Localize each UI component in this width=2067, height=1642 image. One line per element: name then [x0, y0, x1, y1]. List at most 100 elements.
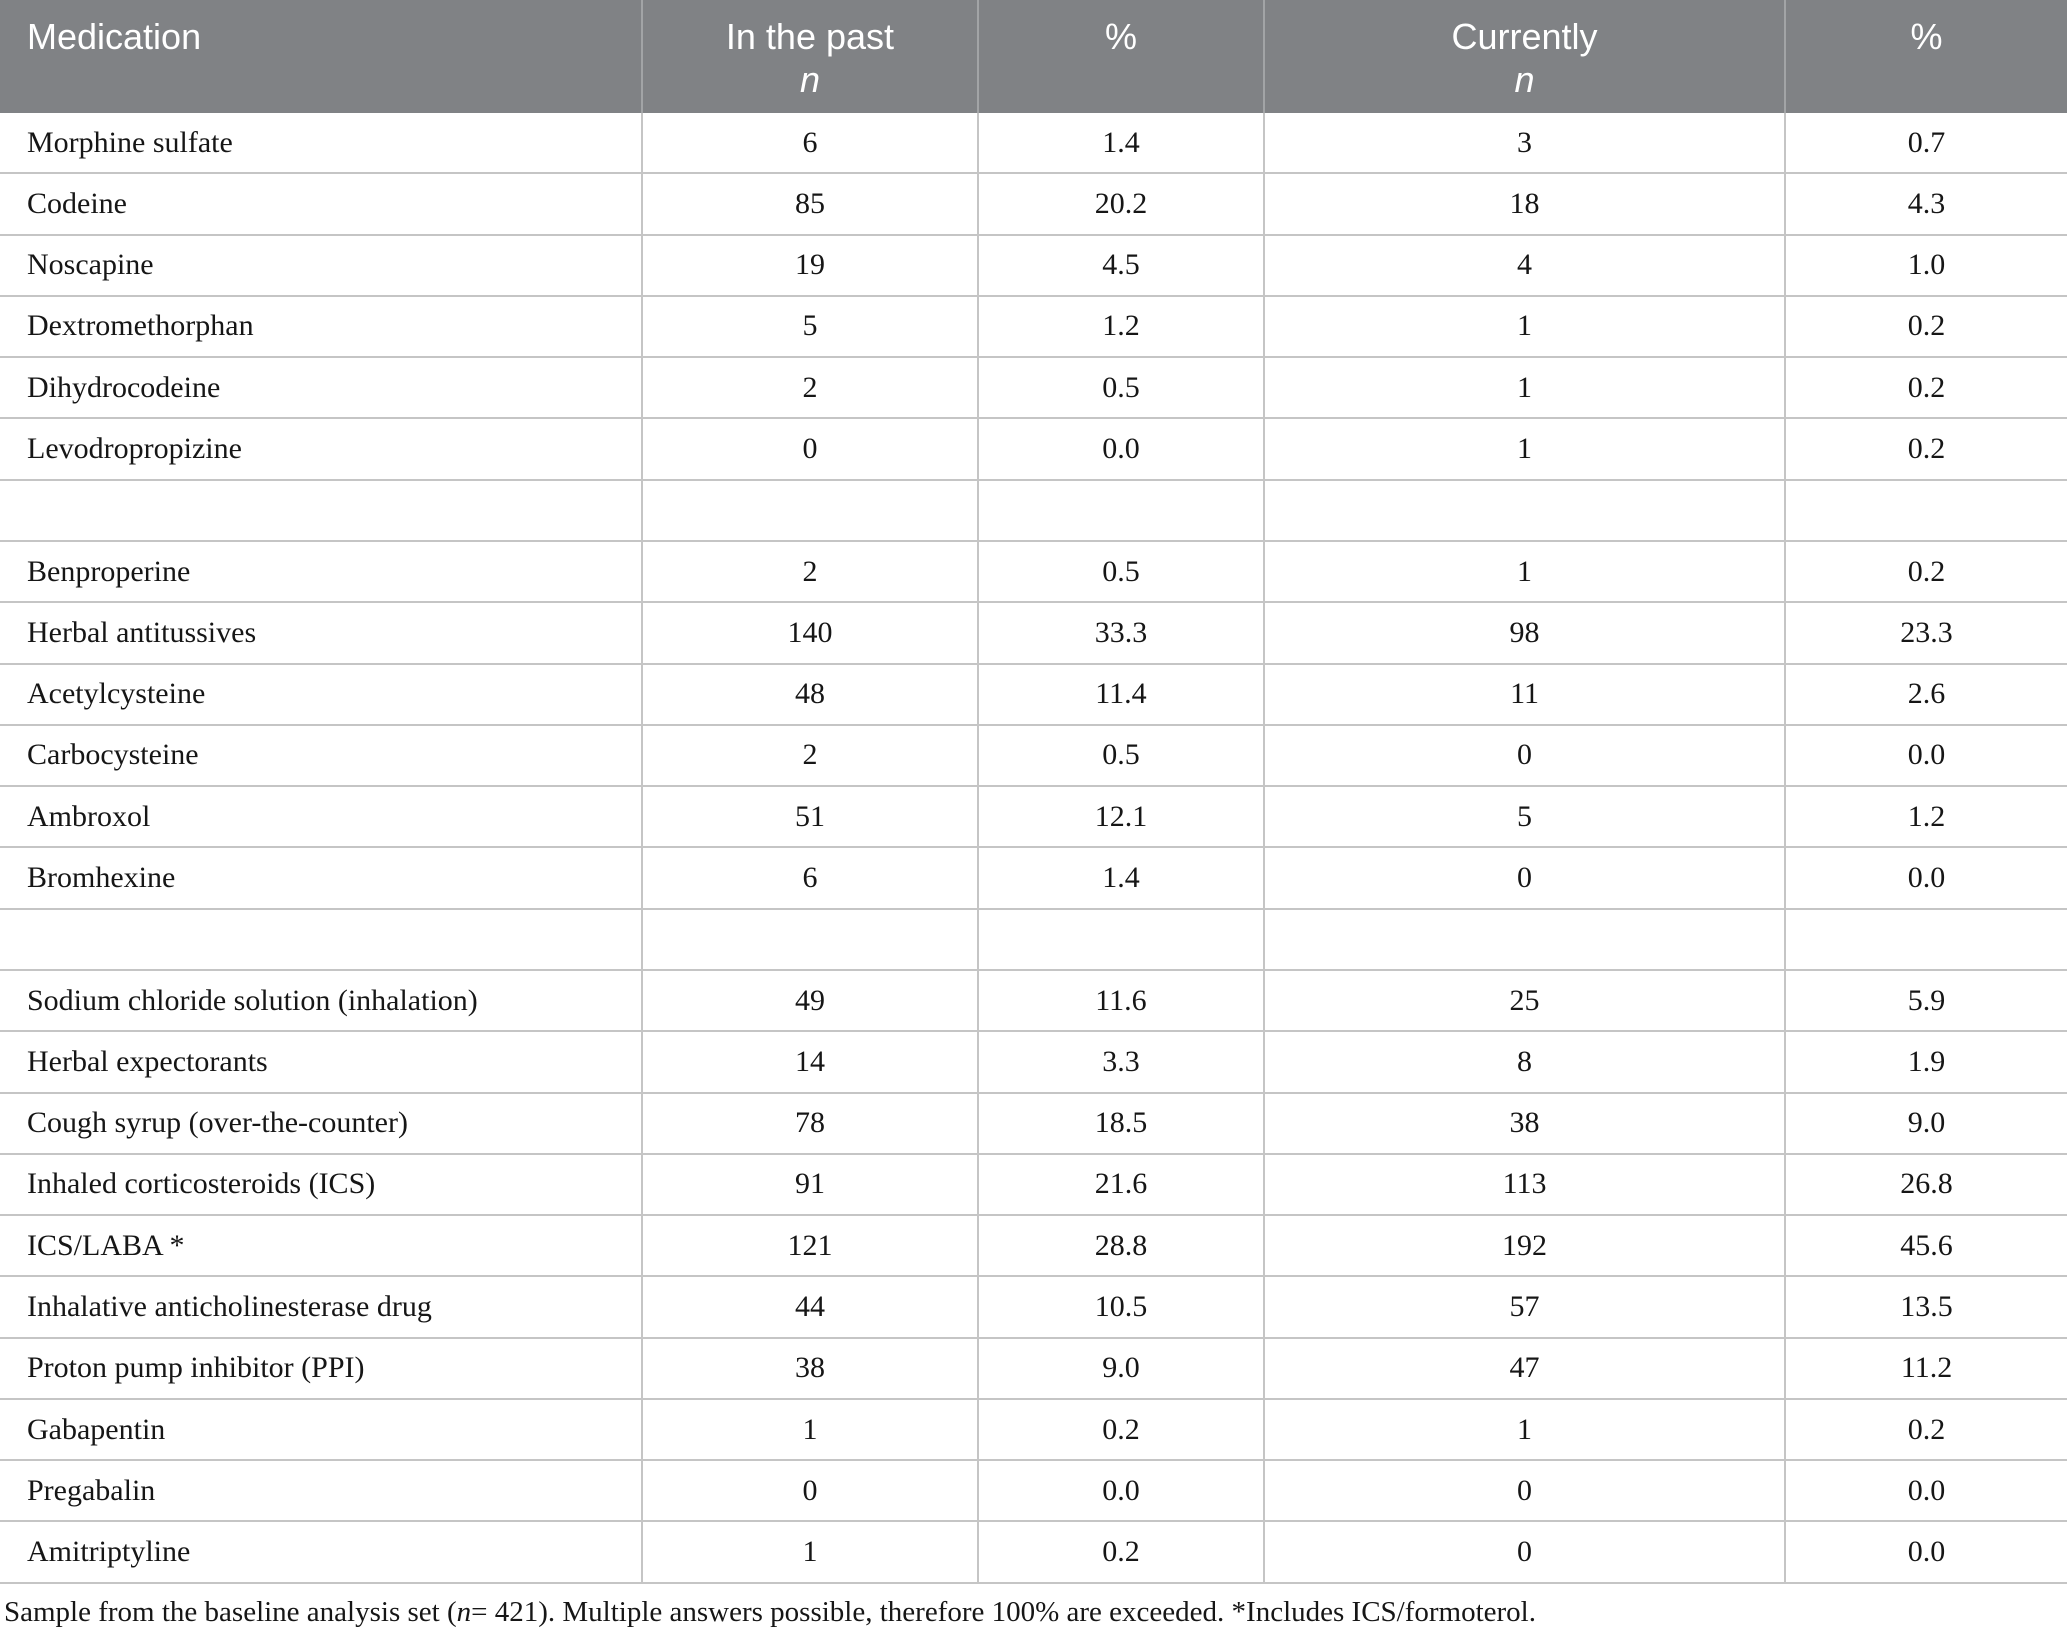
header-past-percent: % [976, 0, 1263, 113]
current-percent-cell: 0.2 [1784, 419, 2067, 479]
table-row: Sodium chloride solution (inhalation) 49… [0, 970, 2067, 1033]
header-medication-label: Medication [27, 16, 202, 57]
medication-name-cell: Codeine [27, 186, 127, 220]
medication-name-cell: Noscapine [27, 248, 154, 282]
current-n-cell: 0 [1263, 725, 1784, 786]
header-past-percent-label: % [1104, 16, 1137, 57]
table-row: Morphine sulfate 6 1.4 3 0.7 [0, 113, 2067, 175]
past-percent-cell: 21.6 [976, 1154, 1263, 1215]
current-n-cell: 25 [1263, 970, 1784, 1031]
past-n-cell: 85 [640, 174, 977, 234]
current-percent-cell: 1.2 [1784, 787, 2067, 847]
medication-name-cell: Cough syrup (over-the-counter) [27, 1106, 408, 1140]
past-n-cell: 48 [640, 664, 977, 724]
current-percent-cell: 0.0 [1784, 725, 2067, 786]
table-row: Noscapine 19 4.5 4 1.0 [0, 235, 2067, 297]
past-n-cell: 14 [640, 1032, 977, 1092]
past-n-cell: 91 [640, 1154, 977, 1215]
medication-name-cell: Proton pump inhibitor (PPI) [27, 1351, 365, 1385]
medication-name-cell [0, 910, 641, 969]
medication-name-cell: Amitriptyline [27, 1535, 191, 1569]
header-current-percent: % [1784, 0, 2067, 113]
past-n-cell: 44 [640, 1277, 977, 1337]
current-percent-cell: 4.3 [1784, 174, 2067, 234]
table-row: ICS/LABA * 121 28.8 192 45.6 [0, 1216, 2067, 1278]
current-percent-cell: 0.0 [1784, 1461, 2067, 1521]
header-in-the-past-label: In the past [725, 16, 895, 57]
past-n-cell: 38 [640, 1338, 977, 1398]
current-n-cell: 1 [1263, 1399, 1784, 1460]
current-percent-cell: 0.0 [1784, 1522, 2067, 1582]
current-percent-cell: 45.6 [1784, 1216, 2067, 1276]
table-row: Carbocysteine 2 0.5 0 0.0 [0, 725, 2067, 788]
past-n-cell: 19 [640, 235, 977, 295]
current-percent-cell: 0.2 [1784, 1399, 2067, 1460]
table-row: Bromhexine 6 1.4 0 0.0 [0, 848, 2067, 910]
past-n-cell: 0 [640, 1461, 977, 1521]
current-n-cell: 1 [1263, 541, 1784, 602]
footnote-text-1: Sample from the baseline analysis set ( [4, 1596, 457, 1629]
medication-name-cell: Herbal antitussives [27, 615, 257, 649]
medication-name-cell [0, 481, 641, 540]
current-n-cell: 57 [1263, 1277, 1784, 1337]
current-percent-cell: 26.8 [1784, 1154, 2067, 1215]
current-n-cell: 4 [1263, 235, 1784, 295]
table-row: Inhalative anticholinesterase drug 44 10… [0, 1277, 2067, 1339]
current-percent-cell: 0.7 [1784, 113, 2067, 173]
footnote-italic-n: n [456, 1596, 472, 1629]
current-n-cell [1263, 909, 1784, 969]
current-percent-cell [1784, 909, 2067, 969]
medication-name-cell: Dihydrocodeine [27, 370, 221, 404]
past-percent-cell: 33.3 [976, 603, 1263, 663]
medication-name-cell: Inhaled corticosteroids (ICS) [27, 1167, 376, 1201]
past-percent-cell: 3.3 [976, 1032, 1263, 1092]
current-percent-cell: 0.2 [1784, 541, 2067, 602]
table-body: Morphine sulfate 6 1.4 3 0.7 Codeine 85 … [0, 113, 2067, 1584]
header-in-the-past-n: n [799, 59, 820, 100]
medication-name-cell: Bromhexine [27, 861, 176, 895]
footnote-text-2: = 421). Multiple answers possible, there… [471, 1596, 1536, 1629]
current-n-cell: 18 [1263, 174, 1784, 234]
current-percent-cell: 0.2 [1784, 296, 2067, 357]
header-currently-label: Currently [1451, 16, 1598, 57]
current-n-cell: 0 [1263, 1461, 1784, 1521]
past-percent-cell: 0.5 [976, 725, 1263, 786]
past-n-cell [640, 480, 977, 540]
past-n-cell: 6 [640, 113, 977, 173]
medication-name-cell: Acetylcysteine [27, 677, 206, 711]
past-percent-cell [976, 480, 1263, 540]
past-n-cell: 51 [640, 787, 977, 847]
current-percent-cell: 2.6 [1784, 664, 2067, 724]
current-n-cell: 98 [1263, 603, 1784, 663]
current-n-cell: 1 [1263, 358, 1784, 418]
table-row: Herbal antitussives 140 33.3 98 23.3 [0, 603, 2067, 665]
current-n-cell: 38 [1263, 1093, 1784, 1153]
current-n-cell: 1 [1263, 296, 1784, 357]
past-percent-cell: 0.2 [976, 1522, 1263, 1582]
medication-name-cell: Pregabalin [27, 1473, 156, 1507]
past-percent-cell: 0.5 [976, 541, 1263, 602]
current-percent-cell [1784, 480, 2067, 540]
current-percent-cell: 1.9 [1784, 1032, 2067, 1092]
current-n-cell: 0 [1263, 1522, 1784, 1582]
medication-name-cell: Benproperine [27, 554, 191, 588]
past-n-cell: 78 [640, 1093, 977, 1153]
past-n-cell: 2 [640, 725, 977, 786]
table-row: Dextromethorphan 5 1.2 1 0.2 [0, 296, 2067, 359]
table-row [0, 909, 2067, 971]
past-percent-cell [976, 909, 1263, 969]
past-percent-cell: 11.4 [976, 664, 1263, 724]
past-n-cell: 1 [640, 1522, 977, 1582]
past-n-cell [640, 909, 977, 969]
medication-name-cell: ICS/LABA * [27, 1228, 185, 1262]
medication-name-cell: Carbocysteine [27, 738, 199, 772]
current-n-cell: 47 [1263, 1338, 1784, 1398]
medication-name-cell: Sodium chloride solution (inhalation) [27, 983, 478, 1017]
past-n-cell: 2 [640, 358, 977, 418]
current-n-cell: 192 [1263, 1216, 1784, 1276]
medication-name-cell: Morphine sulfate [27, 125, 233, 159]
table-row: Acetylcysteine 48 11.4 11 2.6 [0, 664, 2067, 726]
table-row: Inhaled corticosteroids (ICS) 91 21.6 11… [0, 1154, 2067, 1217]
table-row: Herbal expectorants 14 3.3 8 1.9 [0, 1032, 2067, 1094]
past-percent-cell: 0.0 [976, 1461, 1263, 1521]
